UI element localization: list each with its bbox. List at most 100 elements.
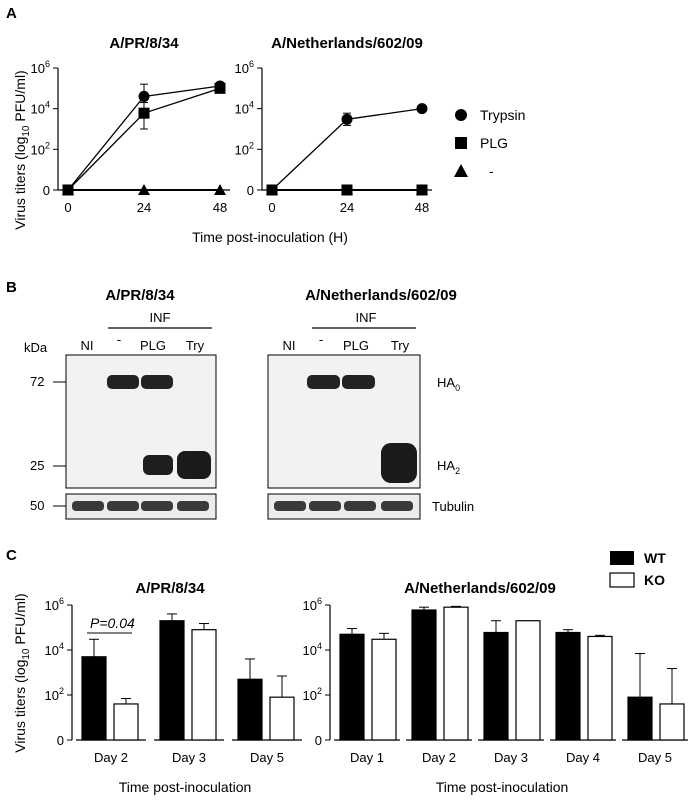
bar-KO-day-4 — [587, 635, 613, 741]
x-tick-label: 0 — [268, 200, 275, 215]
point-- — [214, 184, 226, 195]
category-label: Day 5 — [638, 750, 672, 765]
bar-WT-day-5 — [237, 678, 263, 741]
legend-ko-swatch — [609, 572, 635, 588]
point-PLG — [214, 82, 226, 94]
point-- — [341, 184, 353, 195]
line-y-tick-label: 0 — [247, 183, 254, 198]
line-y-tick-label: 106 — [31, 59, 50, 76]
bar-KO-day-3 — [515, 620, 541, 741]
category-label: Day 3 — [494, 750, 528, 765]
blot1-tubulin-band-2 — [107, 501, 139, 511]
bar-WT-day-4 — [555, 631, 581, 741]
bar-KO-day-2 — [443, 606, 469, 741]
bar-y-tick-label: 102 — [303, 686, 322, 703]
blot2-tubulin-band-4 — [381, 501, 413, 511]
panel-c-x-label-right: Time post-inoculation — [436, 779, 569, 795]
marker-25: 25 — [30, 458, 44, 473]
point-- — [138, 184, 150, 195]
blot1-band-ha2-try — [177, 451, 211, 479]
legend-wt-label: WT — [644, 550, 666, 566]
panel-c-x-label-left: Time post-inoculation — [119, 779, 252, 795]
bar-y-tick-label: 106 — [45, 596, 64, 613]
bar-y-tick-label: 0 — [315, 733, 322, 748]
blot2-tubulin-band-2 — [309, 501, 341, 511]
x-tick-label: 0 — [64, 200, 71, 215]
bar-KO-day-1 — [371, 638, 397, 741]
blot1-lane-try: Try — [186, 338, 205, 353]
panel-a: Virus titers (log10 PFU/ml) A/PR/8/34 0 10… — [12, 35, 525, 245]
blot1-lane-neg: - — [117, 332, 121, 347]
panel-a-letter: A — [6, 5, 17, 22]
bar-WT-day-2 — [81, 656, 107, 741]
panel-a-y-label: Virus titers (log10 PFU/ml) — [12, 70, 32, 229]
legend-a: Trypsin PLG - — [454, 107, 525, 179]
bar-y-tick-label: 106 — [303, 596, 322, 613]
bar-KO-day-3 — [191, 629, 217, 741]
marker-50: 50 — [30, 498, 44, 513]
legend-wt-swatch — [610, 551, 634, 565]
bar-KO-day-2 — [113, 703, 139, 741]
blot2-band-ha2-try — [381, 443, 417, 483]
blot2-lane-try: Try — [391, 338, 410, 353]
blot1-tubulin-band-1 — [72, 501, 104, 511]
blot1-tubulin-band-3 — [141, 501, 173, 511]
x-tick-label: 48 — [415, 200, 429, 215]
chart-title: A/PR/8/34 — [135, 580, 205, 597]
blot1-band-ha2-plg — [143, 455, 173, 475]
bar-WT-day-3 — [483, 631, 509, 741]
marker-72: 72 — [30, 374, 44, 389]
legend-plg-marker — [455, 137, 467, 149]
blot1-inf-label: INF — [150, 310, 171, 325]
p-value-annotation: P=0.04 — [90, 615, 135, 631]
ha2-label: HA2 — [437, 458, 460, 476]
legend-plg-label: PLG — [480, 135, 508, 151]
category-label: Day 2 — [422, 750, 456, 765]
legend-trypsin-marker — [455, 109, 467, 121]
bar-y-tick-label: 102 — [45, 686, 64, 703]
panel-c: Virus titers (log10 PFU/ml) A/PR/8/34 0 10… — [12, 550, 688, 795]
point-PLG — [138, 107, 150, 119]
chart-title: A/PR/8/34 — [109, 35, 179, 52]
ha0-label: HA0 — [437, 375, 460, 393]
point-Trypsin — [416, 103, 428, 115]
bar-WT-day-5 — [627, 696, 653, 741]
line-y-tick-label: 106 — [235, 59, 254, 76]
point-- — [416, 184, 428, 195]
legend-trypsin-label: Trypsin — [480, 107, 525, 123]
bar-WT-day-1 — [339, 633, 365, 741]
blot2-inf-label: INF — [356, 310, 377, 325]
category-label: Day 5 — [250, 750, 284, 765]
line-y-tick-label: 104 — [31, 100, 50, 117]
panel-c-letter: C — [6, 547, 17, 564]
chart-title: A/Netherlands/602/09 — [271, 35, 423, 52]
panel-b-letter: B — [6, 279, 17, 296]
kda-label: kDa — [24, 340, 48, 355]
bar-chart-netherlands: A/Netherlands/602/09 0 102 104 106 Day 1 Day 2… — [303, 580, 688, 765]
blot1-band-ha0-neg — [107, 375, 139, 389]
x-tick-label: 24 — [340, 200, 354, 215]
bar-chart-pr8: A/PR/8/34 0 102 104 106 Day 2 Day 3 Day 5 — [45, 580, 302, 765]
bar-y-tick-label: 104 — [45, 641, 64, 658]
blot1-title: A/PR/8/34 — [105, 287, 175, 304]
bar-WT-day-3 — [159, 620, 185, 741]
line-chart-netherlands: A/Netherlands/602/09 0 102 104 106 0 24 48 — [235, 35, 432, 215]
point-Trypsin — [341, 113, 353, 125]
blot2-tubulin-band-3 — [344, 501, 376, 511]
blot1-lane-plg: PLG — [140, 338, 166, 353]
panel-a-x-label: Time post-inoculation (H) — [192, 229, 348, 245]
category-label: Day 3 — [172, 750, 206, 765]
legend-none-label: - — [489, 163, 494, 179]
category-label: Day 2 — [94, 750, 128, 765]
blot2-lane-ni: NI — [283, 338, 296, 353]
point-- — [62, 184, 74, 195]
tubulin-label: Tubulin — [432, 499, 474, 514]
bar-WT-day-2 — [411, 609, 437, 741]
blot2-tubulin-band-1 — [274, 501, 306, 511]
legend-none-marker — [454, 164, 468, 177]
blot2-lane-neg: - — [319, 332, 323, 347]
category-label: Day 1 — [350, 750, 384, 765]
bar-KO-day-5 — [269, 696, 295, 741]
x-tick-label: 24 — [137, 200, 151, 215]
blot1-tubulin-band-4 — [177, 501, 209, 511]
